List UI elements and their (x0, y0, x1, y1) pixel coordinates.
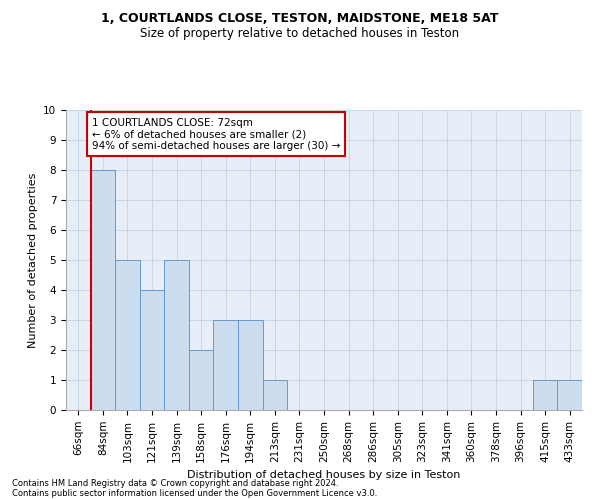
Bar (164, 260, 189, 410)
Bar (140, 290, 164, 410)
Bar (263, 380, 287, 410)
Bar (238, 320, 263, 410)
Text: Size of property relative to detached houses in Teston: Size of property relative to detached ho… (140, 28, 460, 40)
X-axis label: Distribution of detached houses by size in Teston: Distribution of detached houses by size … (187, 470, 461, 480)
Bar (557, 380, 582, 410)
Bar (214, 320, 238, 410)
Bar (115, 260, 140, 410)
Text: 1 COURTLANDS CLOSE: 72sqm
← 6% of detached houses are smaller (2)
94% of semi-de: 1 COURTLANDS CLOSE: 72sqm ← 6% of detach… (92, 118, 340, 150)
Bar (91, 170, 115, 410)
Bar (189, 350, 214, 410)
Text: Contains public sector information licensed under the Open Government Licence v3: Contains public sector information licen… (12, 488, 377, 498)
Bar (533, 380, 557, 410)
Text: 1, COURTLANDS CLOSE, TESTON, MAIDSTONE, ME18 5AT: 1, COURTLANDS CLOSE, TESTON, MAIDSTONE, … (101, 12, 499, 26)
Y-axis label: Number of detached properties: Number of detached properties (28, 172, 38, 348)
Text: Contains HM Land Registry data © Crown copyright and database right 2024.: Contains HM Land Registry data © Crown c… (12, 478, 338, 488)
